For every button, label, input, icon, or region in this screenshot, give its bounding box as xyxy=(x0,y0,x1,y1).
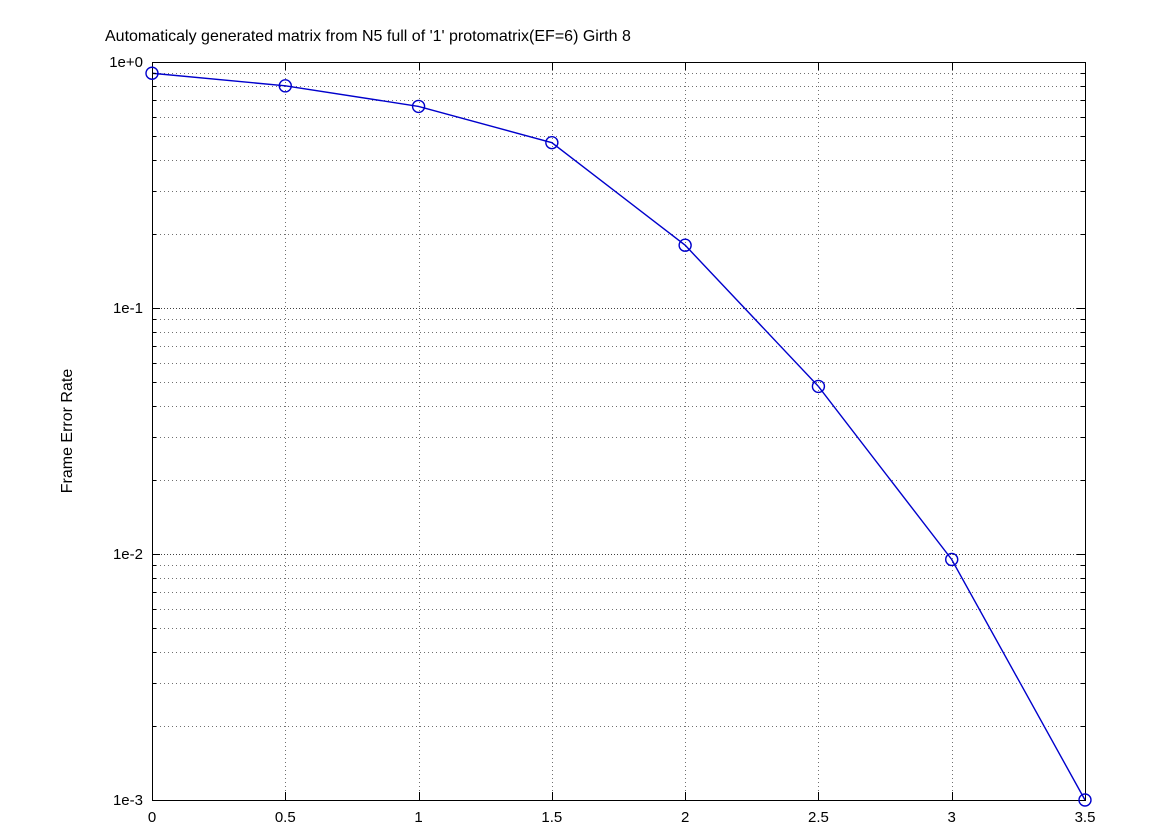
data-point xyxy=(145,66,159,80)
x-tick-label: 2 xyxy=(681,809,689,826)
x-tick-label: 1.5 xyxy=(541,809,562,826)
x-tick-label: 2.5 xyxy=(808,809,829,826)
x-tick-label: 1 xyxy=(414,809,422,826)
data-point xyxy=(811,379,826,394)
y-tick-label: 1e-3 xyxy=(113,792,143,809)
data-point xyxy=(545,135,559,150)
y-tick-label: 1e+0 xyxy=(109,54,143,71)
y-tick-label: 1e-2 xyxy=(113,546,143,563)
plot-box xyxy=(152,62,1086,801)
y-tick-label: 1e-1 xyxy=(113,300,143,317)
data-line xyxy=(151,72,1086,801)
data-point xyxy=(1078,793,1092,807)
x-tick-label: 0.5 xyxy=(275,809,296,826)
x-tick-label: 3 xyxy=(948,809,956,826)
data-point xyxy=(945,552,959,567)
x-tick-label: 0 xyxy=(148,809,156,826)
x-tick-label: 3.5 xyxy=(1075,809,1096,826)
data-point xyxy=(278,79,292,93)
data-point xyxy=(411,99,426,114)
data-point xyxy=(678,238,692,252)
chart-title: Automaticaly generated matrix from N5 fu… xyxy=(105,28,631,45)
